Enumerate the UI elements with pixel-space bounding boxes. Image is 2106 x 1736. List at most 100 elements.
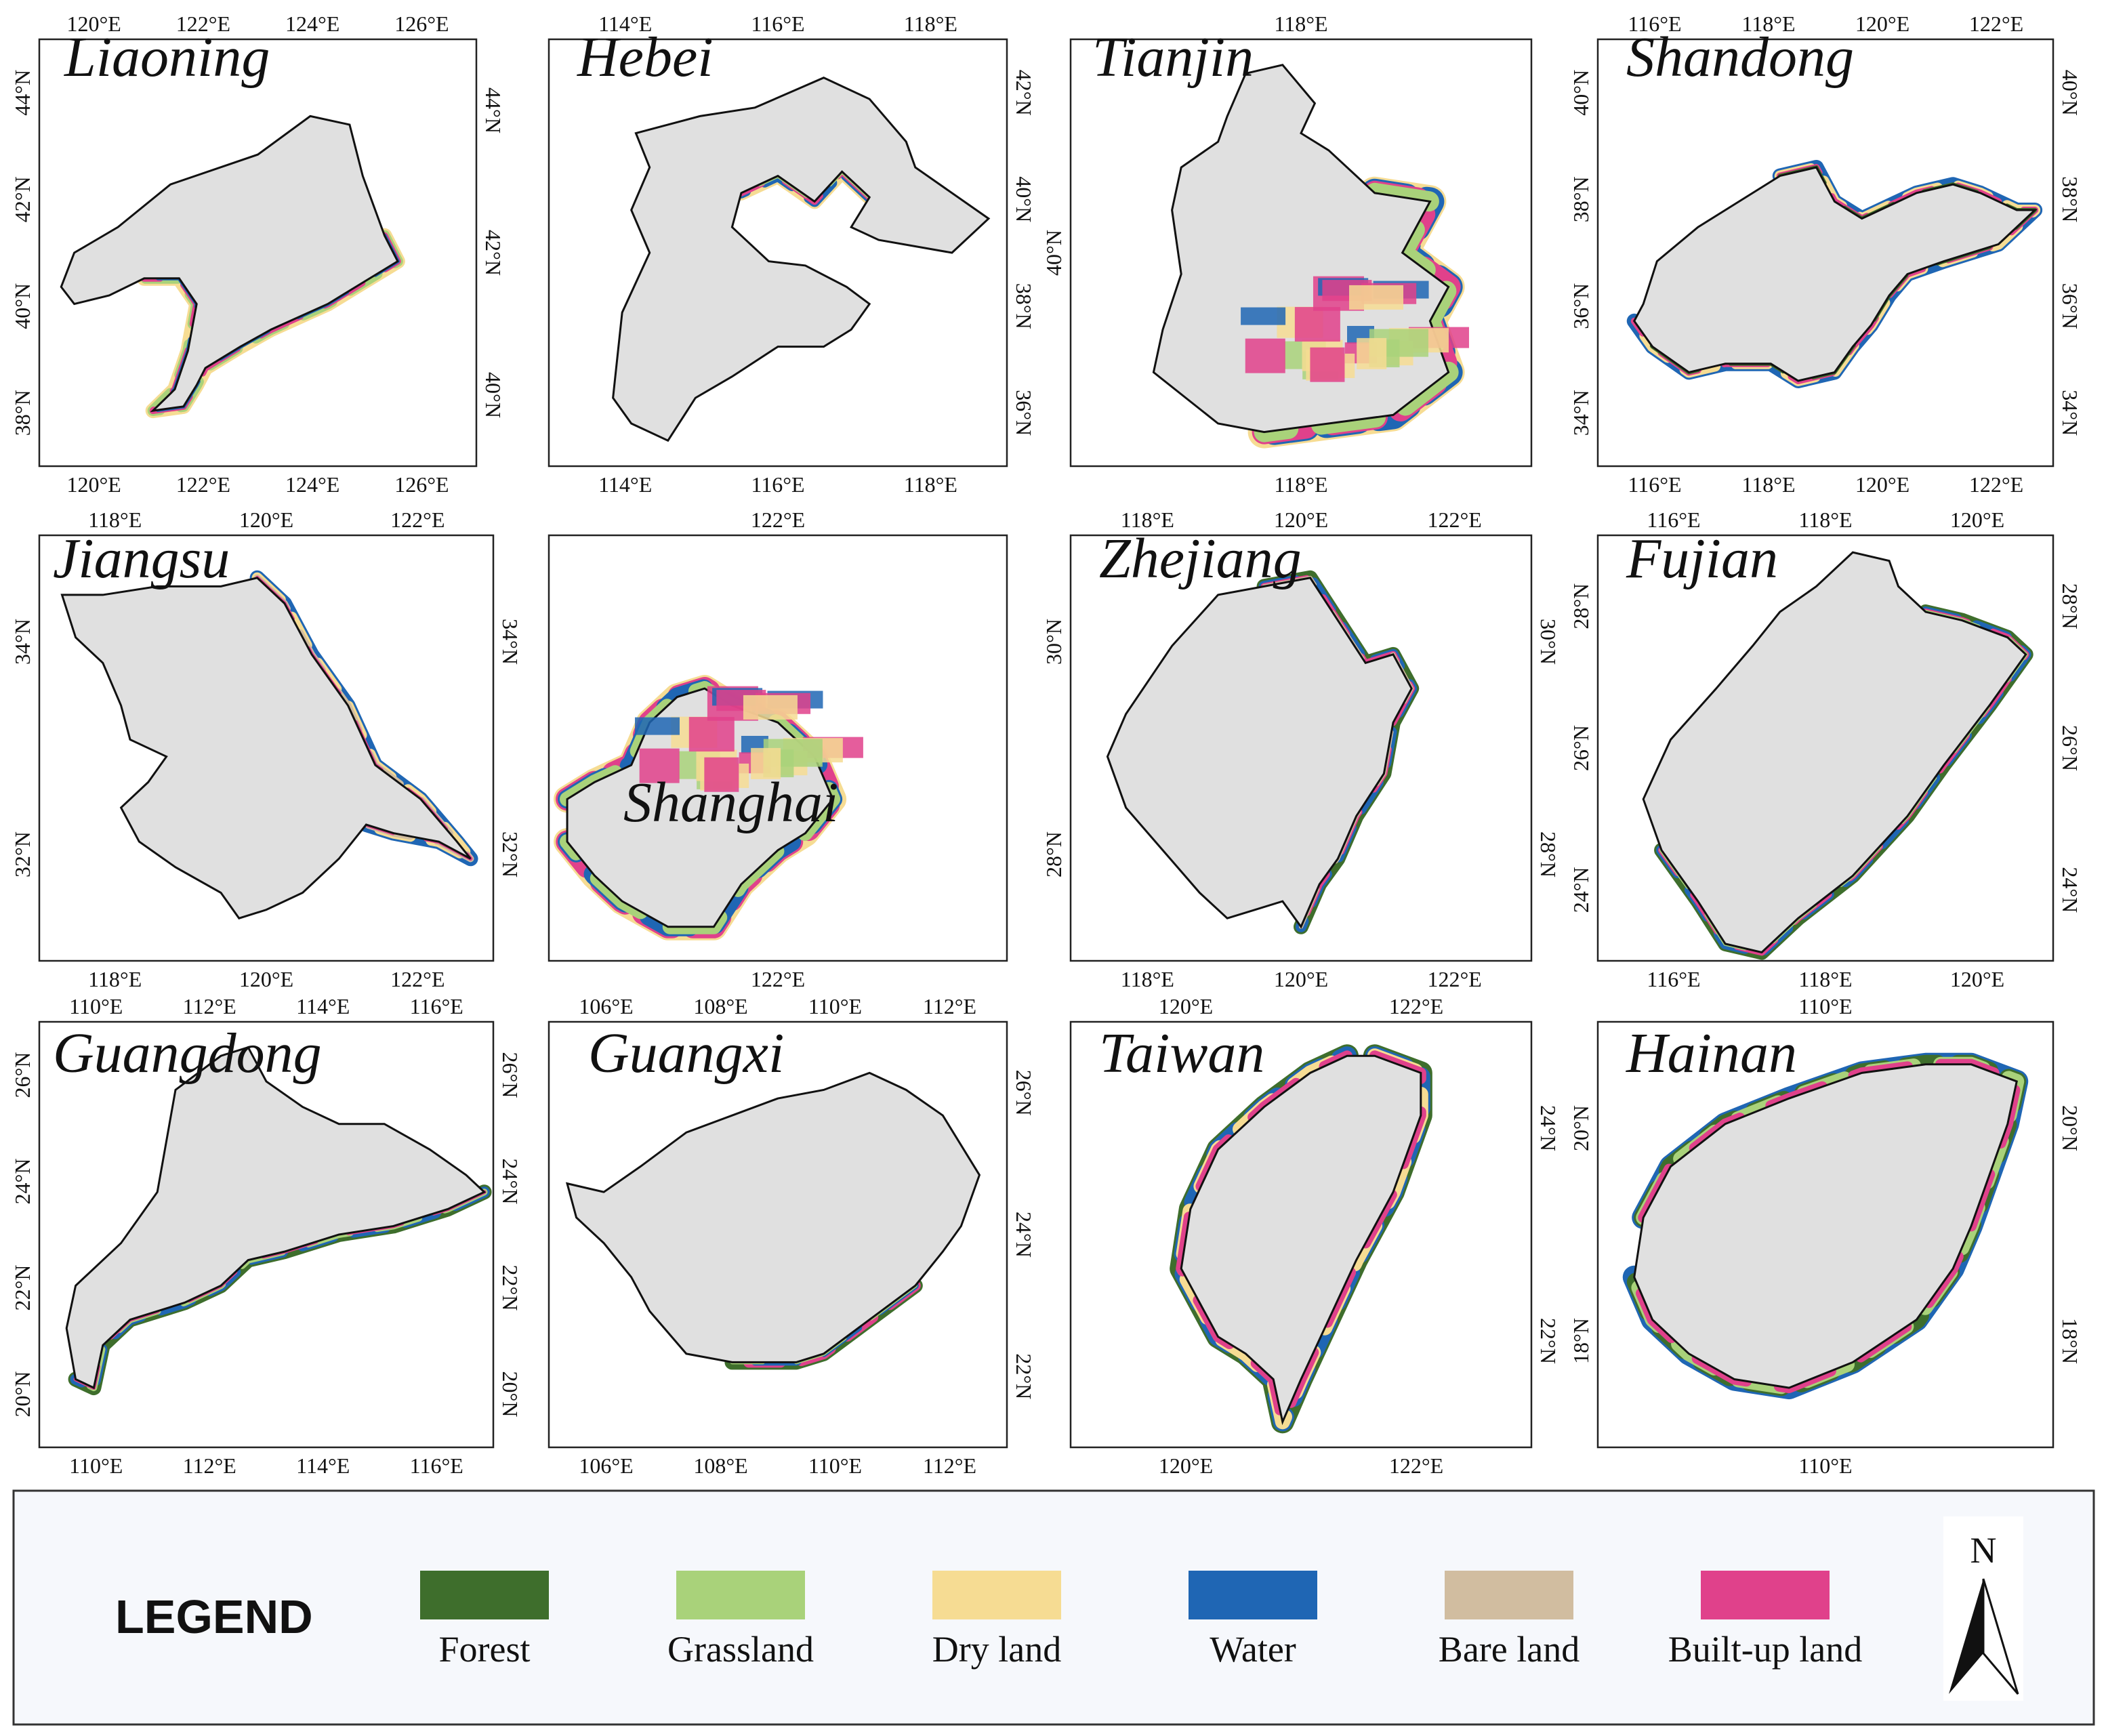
land-jiangsu	[60, 577, 472, 919]
right-tick-label: 24°N	[498, 1159, 522, 1205]
legend-swatch	[932, 1571, 1061, 1619]
legend-label: Water	[1210, 1629, 1296, 1670]
land-guangdong	[65, 1046, 487, 1390]
right-tick-label: 26°N	[2058, 725, 2082, 771]
right-tick-label: 20°N	[2058, 1105, 2082, 1151]
right-tick-label: 28°N	[1536, 831, 1561, 877]
top-tick-label: 116°E	[1628, 12, 1681, 36]
top-tick-label: 122°E	[390, 508, 445, 532]
left-tick-label: 30°N	[1041, 619, 1066, 665]
legend-swatch	[1445, 1571, 1573, 1619]
legend-item: Dry land	[932, 1571, 1061, 1670]
bottom-tick-label: 122°E	[390, 967, 445, 991]
top-tick-label: 108°E	[693, 994, 747, 1018]
panel-shanghai: Shanghai 122°E 122°E	[548, 508, 1008, 991]
north-label: N	[1970, 1530, 1997, 1571]
legend-label: Dry land	[932, 1629, 1061, 1670]
right-tick-label: 40°N	[1012, 176, 1036, 222]
bottom-tick-label: 118°E	[904, 472, 957, 497]
axis-ticks: 120°E 122°E 124°E 126°E 120°E 122°E 124°E 126°E…	[10, 12, 505, 497]
top-tick-label: 118°E	[904, 12, 957, 36]
right-tick-label: 34°N	[2058, 390, 2082, 436]
axis-ticks: 122°E 122°E	[751, 508, 805, 991]
top-tick-label: 118°E	[1121, 508, 1174, 532]
left-tick-label: 26°N	[10, 1052, 35, 1098]
legend-item: Grassland	[667, 1571, 814, 1670]
bottom-tick-label: 106°E	[579, 1453, 633, 1478]
right-tick-label: 38°N	[1012, 283, 1036, 329]
legend-items: Forest Grassland Dry land Water Bare land Bui…	[420, 1571, 1862, 1670]
bottom-tick-label: 120°E	[1159, 1453, 1213, 1478]
top-tick-label: 120°E	[1274, 508, 1328, 532]
legend-label: Grassland	[667, 1629, 814, 1670]
left-tick-label: 40°N	[1041, 230, 1066, 276]
bottom-tick-label: 122°E	[176, 472, 230, 497]
top-tick-label: 118°E	[1798, 508, 1852, 532]
top-tick-label: 120°E	[1855, 12, 1909, 36]
right-tick-label: 22°N	[1536, 1318, 1561, 1364]
bottom-tick-label: 120°E	[1855, 472, 1909, 497]
right-tick-label: 28°N	[2058, 583, 2082, 629]
left-tick-label: 28°N	[1041, 831, 1066, 877]
right-tick-label: 26°N	[1012, 1070, 1036, 1116]
region-label: Shandong	[1626, 26, 1854, 89]
region-label: Tianjin	[1092, 26, 1254, 89]
top-tick-label: 118°E	[1274, 12, 1327, 36]
right-tick-label: 34°N	[498, 619, 522, 665]
legend-title: LEGEND	[115, 1590, 313, 1643]
left-tick-label: 38°N	[1569, 176, 1593, 222]
region-label: Taiwan	[1099, 1022, 1264, 1085]
region-label: Hainan	[1626, 1022, 1797, 1085]
right-tick-label: 20°N	[498, 1371, 522, 1418]
bottom-tick-label: 112°E	[923, 1453, 976, 1478]
legend-box: LEGEND Forest Grassland Dry land Water Bare …	[12, 1489, 2095, 1726]
left-tick-label: 42°N	[10, 176, 35, 222]
right-tick-label: 44°N	[481, 87, 505, 133]
left-tick-label: 20°N	[1569, 1105, 1593, 1151]
bottom-tick-label: 118°E	[1798, 967, 1852, 991]
land-taiwan	[1180, 1054, 1422, 1426]
right-tick-label: 18°N	[2058, 1318, 2082, 1364]
top-tick-label: 110°E	[808, 994, 862, 1018]
bottom-tick-label: 118°E	[88, 967, 142, 991]
region-label: Shanghai	[623, 771, 838, 834]
top-tick-label: 116°E	[751, 12, 804, 36]
axis-ticks: 106°E 108°E 110°E 112°E 106°E 108°E 110°E 112°E…	[579, 994, 1036, 1478]
top-tick-label: 114°E	[296, 994, 350, 1018]
coastal-zone-patches	[1241, 276, 1469, 382]
region-label: Fujian	[1626, 527, 1778, 590]
left-tick-label: 18°N	[1569, 1318, 1593, 1364]
top-tick-label: 122°E	[176, 12, 230, 36]
left-tick-label: 38°N	[10, 390, 35, 436]
land-hebei	[612, 77, 991, 442]
top-tick-label: 122°E	[1389, 994, 1443, 1018]
bottom-tick-label: 116°E	[410, 1453, 463, 1478]
region-label: Guangdong	[53, 1022, 322, 1085]
top-tick-label: 122°E	[1427, 508, 1481, 532]
left-tick-label: 26°N	[1569, 725, 1593, 771]
north-arrow-icon	[1949, 1579, 1983, 1694]
right-tick-label: 40°N	[481, 372, 505, 418]
bottom-tick-label: 114°E	[598, 472, 652, 497]
bottom-tick-label: 116°E	[1647, 967, 1700, 991]
bottom-tick-label: 126°E	[394, 472, 449, 497]
right-tick-label: 24°N	[1012, 1212, 1036, 1258]
right-tick-label: 24°N	[1536, 1105, 1561, 1151]
bottom-tick-label: 122°E	[1389, 1453, 1443, 1478]
bottom-tick-label: 122°E	[751, 967, 805, 991]
top-tick-label: 120°E	[239, 508, 293, 532]
bottom-tick-label: 110°E	[808, 1453, 862, 1478]
land-guangxi	[565, 1071, 981, 1363]
axis-ticks: 110°E 110°E 20°N 18°N 20°N 18°N	[1569, 994, 2082, 1478]
bottom-tick-label: 118°E	[1121, 967, 1174, 991]
left-tick-label: 28°N	[1569, 583, 1593, 629]
legend-item: Water	[1189, 1571, 1317, 1670]
right-tick-label: 42°N	[1012, 70, 1036, 116]
land-liaoning	[60, 115, 399, 413]
